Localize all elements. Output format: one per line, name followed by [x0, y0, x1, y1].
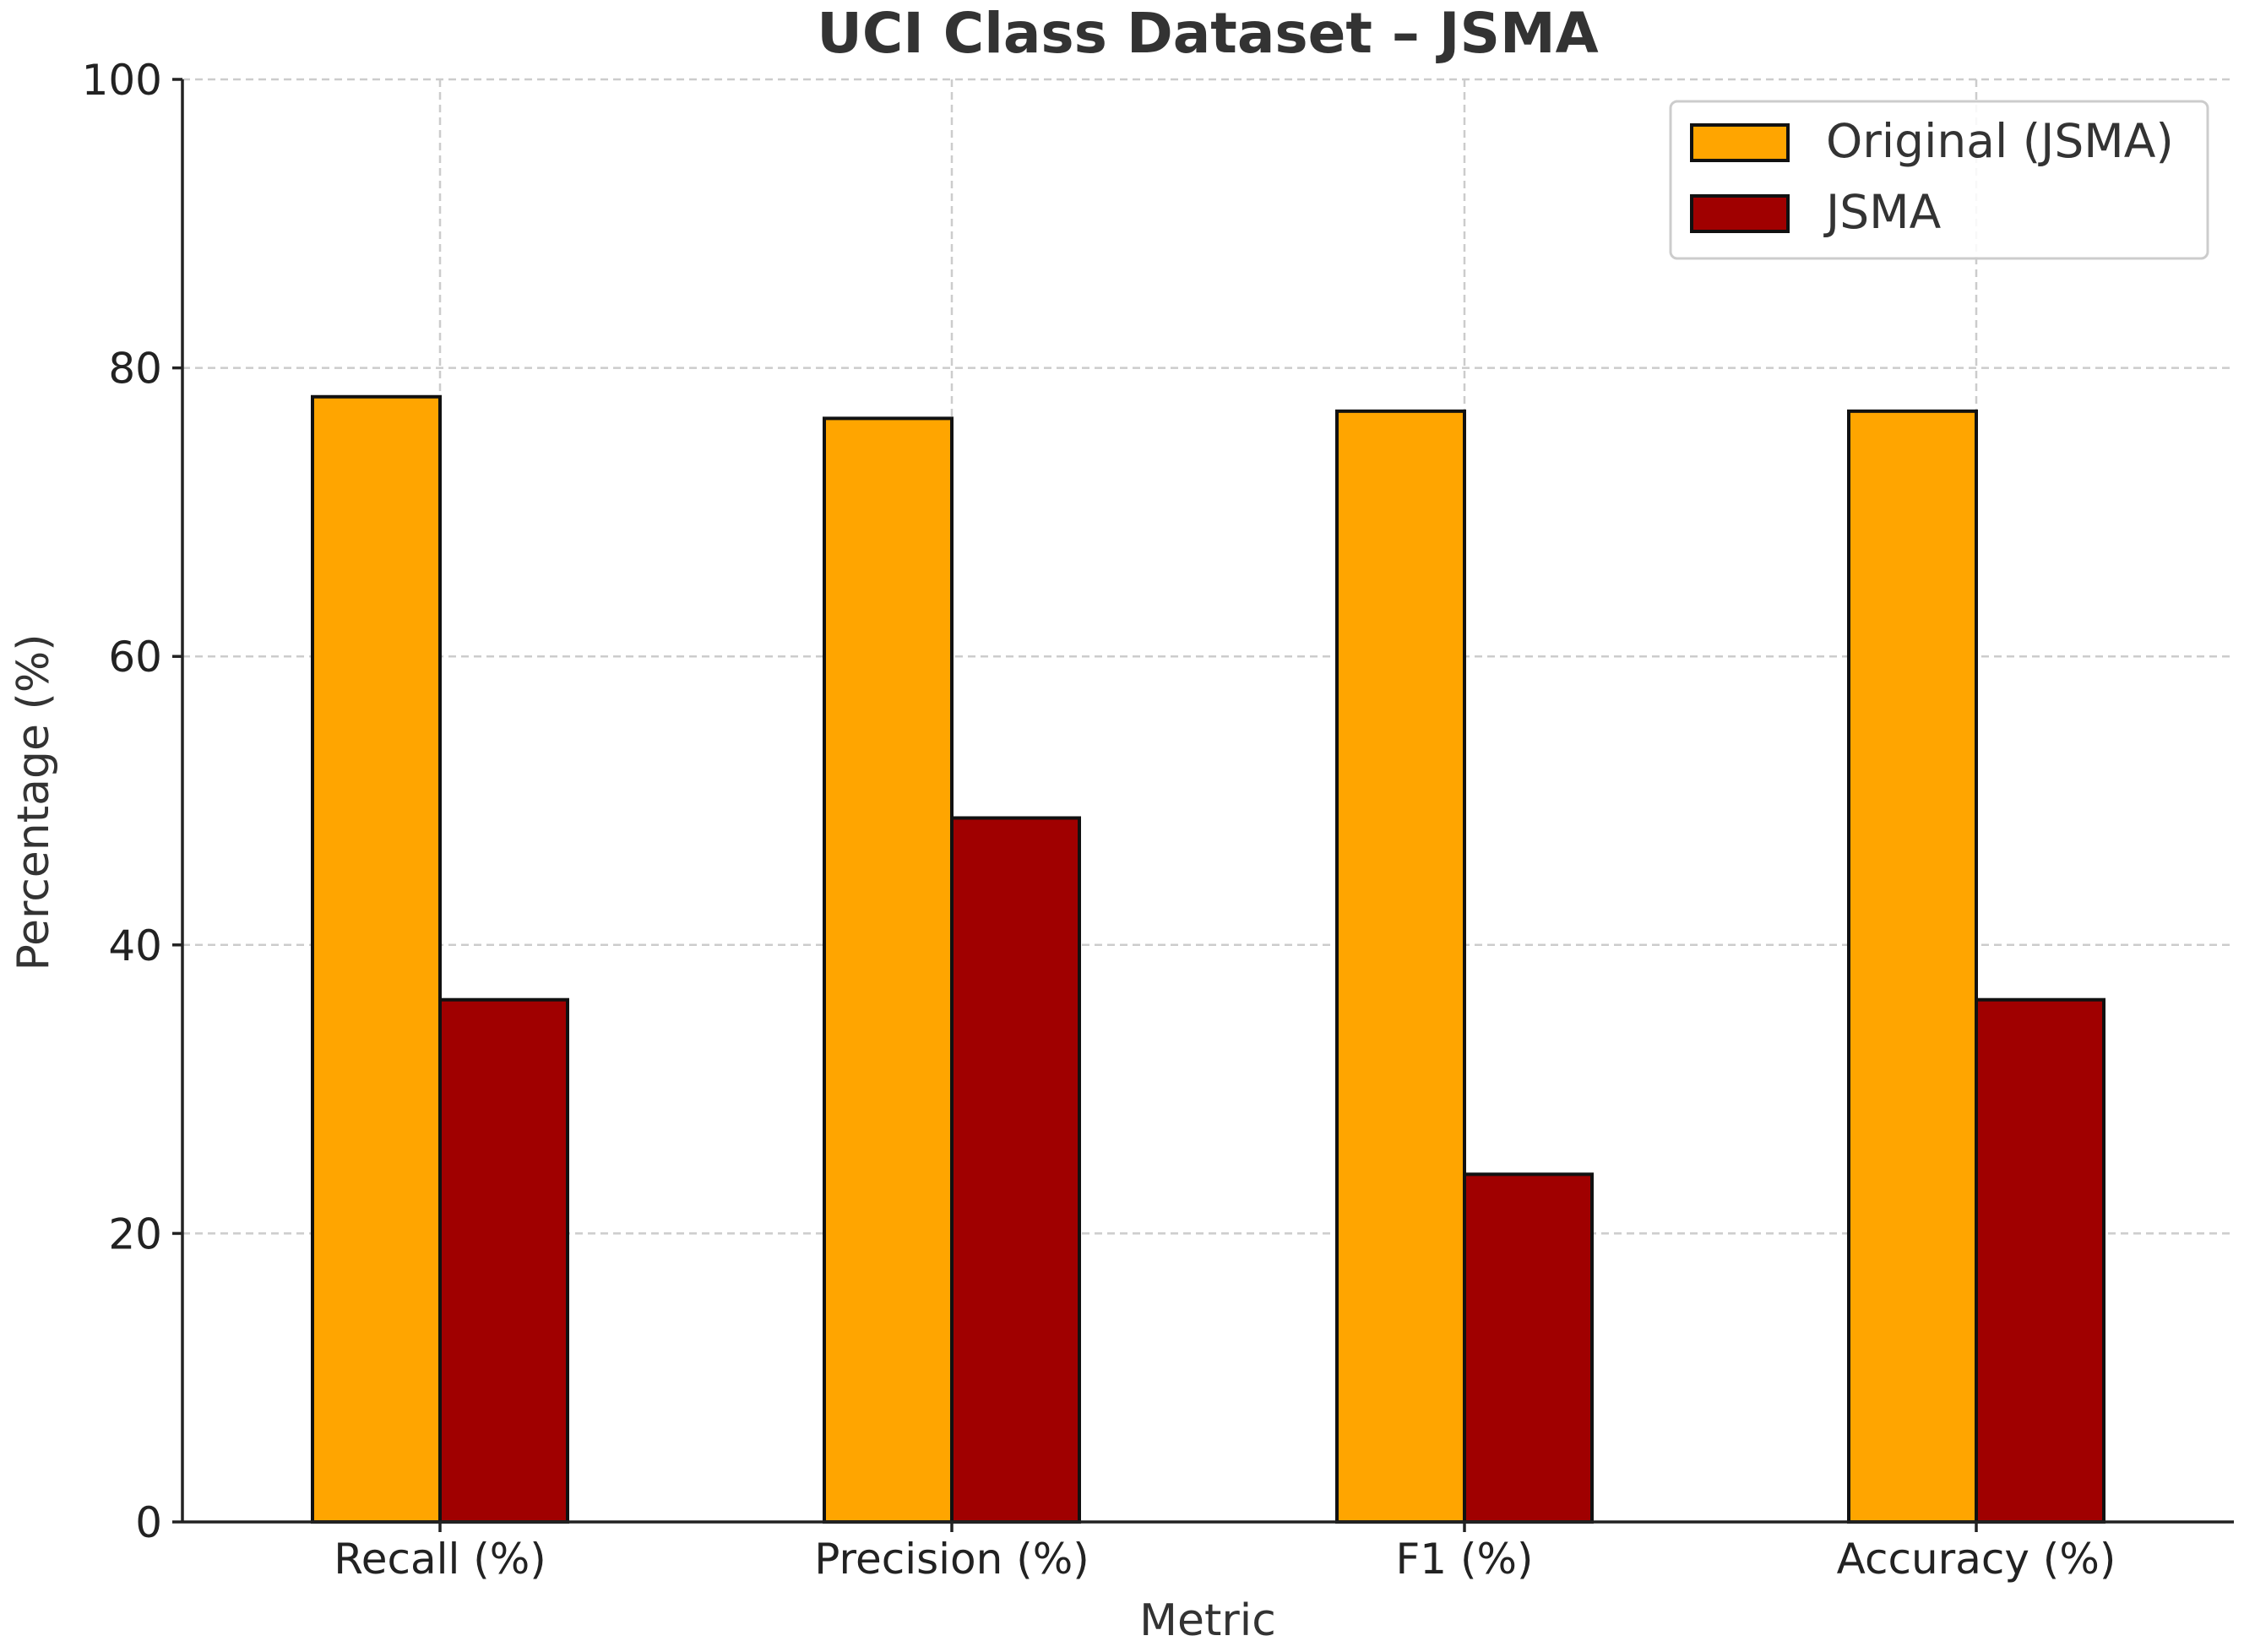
y-tick-label: 60	[108, 633, 162, 682]
legend-swatch-1	[1690, 194, 1790, 233]
chart-title: UCI Class Dataset – JSMA	[817, 1, 1599, 66]
legend: Original (JSMA) JSMA	[1669, 100, 2209, 260]
bar-jsma-2	[1463, 1172, 1594, 1524]
x-tick-label: Accuracy (%)	[1837, 1535, 2116, 1584]
y-tick-label: 0	[135, 1498, 162, 1547]
axes	[181, 79, 2234, 1524]
x-axis-label: Metric	[1139, 1595, 1276, 1646]
x-tick-label: Recall (%)	[334, 1535, 546, 1584]
x-tick-label: F1 (%)	[1396, 1535, 1534, 1584]
bar-original-jsma-2	[1335, 409, 1466, 1524]
y-tick-label: 40	[108, 921, 162, 970]
bar-jsma-1	[950, 816, 1081, 1524]
y-tick-label: 20	[108, 1209, 162, 1258]
bar-original-jsma-3	[1847, 409, 1978, 1524]
y-tick-label: 100	[82, 56, 162, 105]
y-axis-label: Percentage (%)	[8, 633, 59, 970]
legend-swatch-0	[1690, 123, 1790, 162]
bar-jsma-3	[1975, 997, 2105, 1524]
bar-original-jsma-1	[823, 416, 954, 1524]
y-ticks: 0 20 40 60 80 100	[82, 56, 182, 1547]
x-tick-label: Precision (%)	[814, 1535, 1089, 1584]
y-tick-label: 80	[108, 345, 162, 394]
bar-original-jsma-0	[311, 394, 442, 1524]
x-ticks: Recall (%) Precision (%) F1 (%) Accuracy (%…	[334, 1522, 2116, 1584]
bar-jsma-0	[438, 997, 569, 1524]
legend-frame	[1669, 100, 2209, 260]
bars	[311, 394, 2105, 1524]
legend-label-0: Original (JSMA)	[1826, 114, 2174, 168]
legend-label-1: JSMA	[1823, 185, 1942, 239]
